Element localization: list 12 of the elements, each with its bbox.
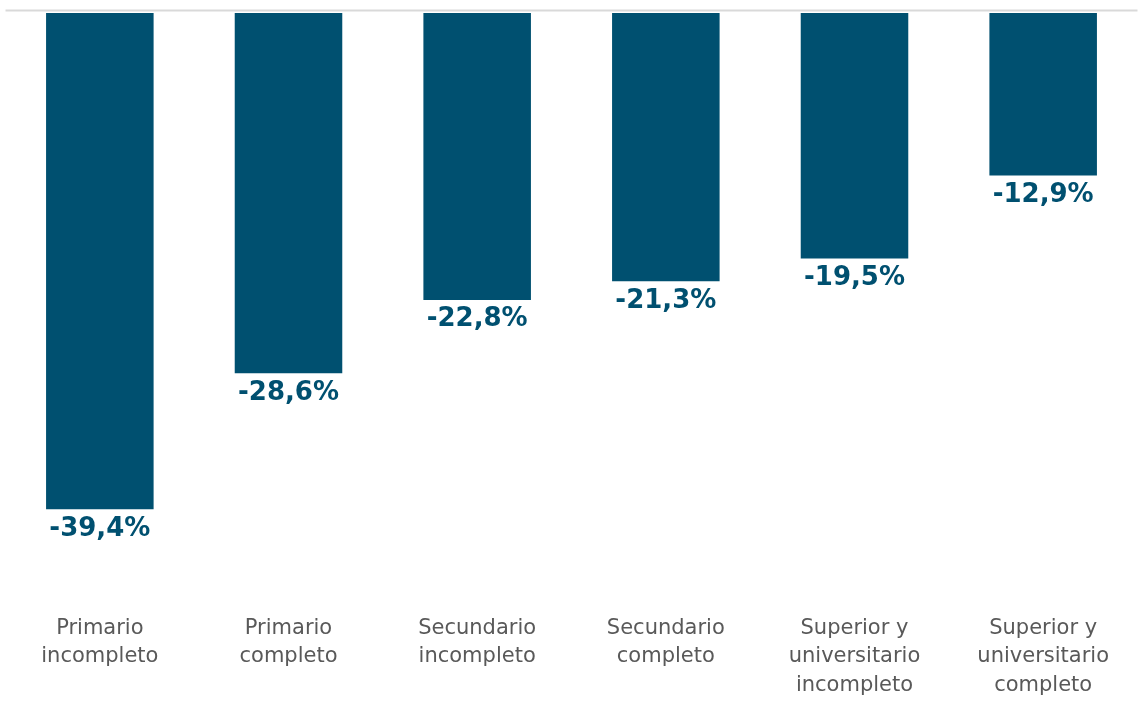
- x-tick-label: Primario incompleto: [41, 614, 159, 668]
- x-tick-label: Secundario completo: [606, 614, 725, 668]
- data-label: -22,8%: [426, 302, 528, 333]
- data-label: -28,6%: [238, 375, 339, 406]
- x-tick-label: Secundario incompleto: [418, 614, 537, 668]
- data-label: -39,4%: [49, 511, 151, 542]
- x-tick-label: Primario completo: [239, 614, 338, 668]
- x-tick-label: Superior y universitario completo: [977, 614, 1109, 697]
- data-label: -19,5%: [804, 260, 905, 291]
- data-label: -21,3%: [615, 283, 717, 314]
- data-label: -12,9%: [992, 177, 1094, 208]
- x-tick-label: Superior y universitario incompleto: [788, 614, 921, 697]
